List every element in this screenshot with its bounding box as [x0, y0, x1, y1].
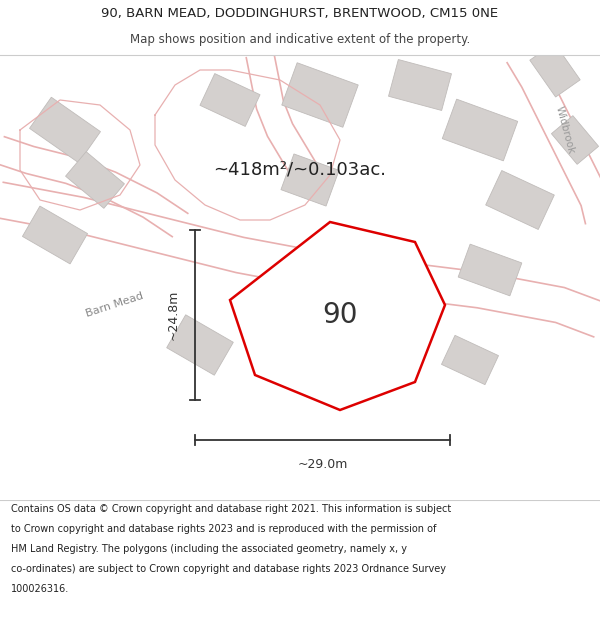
- Text: ~29.0m: ~29.0m: [298, 459, 347, 471]
- Polygon shape: [167, 315, 233, 375]
- Polygon shape: [442, 336, 499, 384]
- Text: 90, BARN MEAD, DODDINGHURST, BRENTWOOD, CM15 0NE: 90, BARN MEAD, DODDINGHURST, BRENTWOOD, …: [101, 8, 499, 20]
- Polygon shape: [230, 222, 445, 410]
- Text: ~418m²/~0.103ac.: ~418m²/~0.103ac.: [214, 161, 386, 179]
- Polygon shape: [442, 99, 518, 161]
- Text: 100026316.: 100026316.: [11, 584, 69, 594]
- Polygon shape: [29, 98, 100, 162]
- Text: Map shows position and indicative extent of the property.: Map shows position and indicative extent…: [130, 33, 470, 46]
- Text: 90: 90: [322, 301, 358, 329]
- Polygon shape: [530, 43, 580, 97]
- Polygon shape: [350, 324, 410, 376]
- Polygon shape: [389, 59, 451, 111]
- Polygon shape: [65, 152, 124, 208]
- Text: ~24.8m: ~24.8m: [167, 290, 179, 340]
- Text: to Crown copyright and database rights 2023 and is reproduced with the permissio: to Crown copyright and database rights 2…: [11, 524, 436, 534]
- Text: Contains OS data © Crown copyright and database right 2021. This information is : Contains OS data © Crown copyright and d…: [11, 504, 451, 514]
- Polygon shape: [551, 116, 599, 164]
- Polygon shape: [485, 171, 554, 229]
- Polygon shape: [22, 206, 88, 264]
- Text: co-ordinates) are subject to Crown copyright and database rights 2023 Ordnance S: co-ordinates) are subject to Crown copyr…: [11, 564, 446, 574]
- Text: HM Land Registry. The polygons (including the associated geometry, namely x, y: HM Land Registry. The polygons (includin…: [11, 544, 407, 554]
- Polygon shape: [458, 244, 522, 296]
- Text: Barn Mead: Barn Mead: [85, 291, 145, 319]
- Polygon shape: [200, 74, 260, 126]
- Text: Widbrook: Widbrook: [554, 105, 576, 155]
- Polygon shape: [281, 154, 339, 206]
- Polygon shape: [282, 62, 358, 127]
